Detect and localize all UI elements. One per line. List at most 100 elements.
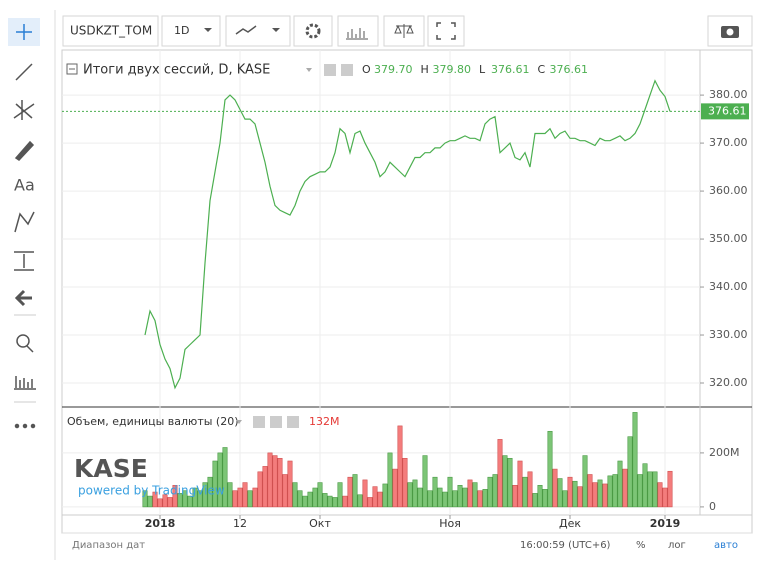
volume-bar: [642, 463, 648, 508]
volume-bar: [577, 486, 583, 508]
volume-bar: [627, 436, 633, 508]
y-tick-label: 350.00: [709, 232, 748, 245]
pattern-tool[interactable]: [14, 211, 35, 233]
volume-bar: [207, 476, 213, 508]
date-range[interactable]: Диапазон дат: [72, 540, 145, 551]
volume-bar: [542, 489, 548, 508]
symbol-box[interactable]: [62, 15, 159, 47]
y-tick-label: 340.00: [709, 280, 748, 293]
volume-bar: [582, 455, 588, 508]
clock: 16:00:59 (UTC+6): [520, 540, 611, 551]
volume-bar: [157, 498, 163, 508]
volume-bar: [307, 491, 313, 508]
volume-bar: [562, 490, 568, 508]
volume-bar: [177, 493, 183, 508]
volume-bar: [567, 476, 573, 508]
volume-bar: [537, 484, 543, 508]
volume-bar: [327, 495, 333, 508]
volume-bar: [437, 487, 443, 508]
volume-bar: [502, 455, 508, 508]
volume-bar: [267, 452, 273, 508]
indicators-btn[interactable]: [337, 15, 379, 47]
volume-bar: [622, 468, 628, 508]
brush-tool[interactable]: [14, 140, 35, 161]
volume-bar: [272, 455, 278, 508]
x-tick-label: Ноя: [439, 517, 461, 530]
volume-bar: [402, 457, 408, 508]
volume-bar: [312, 487, 318, 508]
text-tool[interactable]: Aa: [14, 176, 35, 195]
percent-btn[interactable]: %: [636, 540, 646, 551]
fork-tool[interactable]: [13, 100, 35, 120]
volume-bar: [242, 482, 248, 508]
volume-bar: [412, 479, 418, 508]
volume-bar: [447, 476, 453, 508]
y-tick-label: 370.00: [709, 136, 748, 149]
volume-bar: [462, 487, 468, 508]
fullscreen-btn[interactable]: [427, 15, 465, 47]
ohlc-key: O: [362, 63, 371, 76]
last-price-label: 376.61: [708, 104, 747, 117]
volume-bar: [352, 474, 358, 508]
volume-bar: [457, 484, 463, 508]
log-btn[interactable]: лог: [668, 540, 686, 551]
interval-box[interactable]: [161, 15, 221, 47]
interval: 1D: [174, 24, 189, 37]
price-line: [144, 79, 671, 390]
top-toolbar: USDKZT_TOM 1D: [62, 15, 753, 47]
line-tool[interactable]: [15, 63, 33, 81]
volume-bar: [632, 412, 638, 508]
volume-bar: [507, 457, 513, 508]
volume-bar: [492, 474, 498, 508]
series-title: Итоги двух сессий, D, KASE: [83, 63, 270, 78]
volume-bar: [482, 489, 488, 508]
back-tool[interactable]: [14, 289, 32, 307]
volume-bar: [607, 475, 613, 508]
ohlc-key: C: [538, 63, 546, 76]
volume-bar: [217, 452, 223, 508]
chart-type-box[interactable]: [225, 15, 291, 47]
collapse-btn[interactable]: [66, 63, 78, 75]
volume-bar: [277, 457, 283, 508]
volume-title: Объем, единицы валюты (20): [67, 415, 239, 428]
volume-bar: [182, 490, 188, 508]
volume-bar: [367, 497, 373, 508]
x-tick-label: 2019: [650, 517, 681, 530]
volume-bar: [657, 482, 663, 508]
volume-bar: [222, 447, 228, 508]
logo-brand: KASE: [74, 454, 148, 483]
volume-bar: [442, 491, 448, 508]
volume-bar: [647, 471, 653, 508]
volume-bar: [302, 495, 308, 508]
settings-btn[interactable]: [293, 15, 333, 47]
auto-btn[interactable]: авто: [714, 540, 738, 551]
footer: Диапазон дат 16:00:59 (UTC+6) % лог авто: [62, 532, 752, 551]
volume-bar: [362, 479, 368, 508]
volume-bar: [257, 471, 263, 508]
ruler-tool[interactable]: [14, 376, 36, 390]
volume-bar: [197, 490, 203, 508]
volume-bar: [522, 476, 528, 508]
volume-bar: [372, 486, 378, 508]
measure-tool[interactable]: [14, 251, 34, 271]
y-tick-label: 380.00: [709, 88, 748, 101]
volume-bar: [587, 474, 593, 508]
grid: 320.00 330.00 340.00 350.00 360.00 370.00 380.…: [62, 50, 748, 530]
volume-bar: [432, 476, 438, 508]
legend: Итоги двух сессий, D, KASE O 379.70 H 379.8…: [66, 63, 588, 428]
volume-bar: [297, 490, 303, 508]
zoom-tool[interactable]: [16, 334, 30, 348]
volume-bar: [602, 483, 608, 508]
volume-bar: [472, 482, 478, 508]
volume-bar: [612, 474, 618, 508]
v-tick-label: 200M: [709, 446, 740, 459]
volume-bar: [397, 425, 403, 508]
volume-bar: [252, 487, 258, 508]
volume-bar: [337, 482, 343, 508]
volume-bar: [422, 455, 428, 508]
last-price-box: [701, 103, 749, 120]
symbol: USDKZT_TOM: [70, 24, 152, 38]
volume-bar: [142, 490, 148, 508]
volume-bar: [597, 479, 603, 508]
